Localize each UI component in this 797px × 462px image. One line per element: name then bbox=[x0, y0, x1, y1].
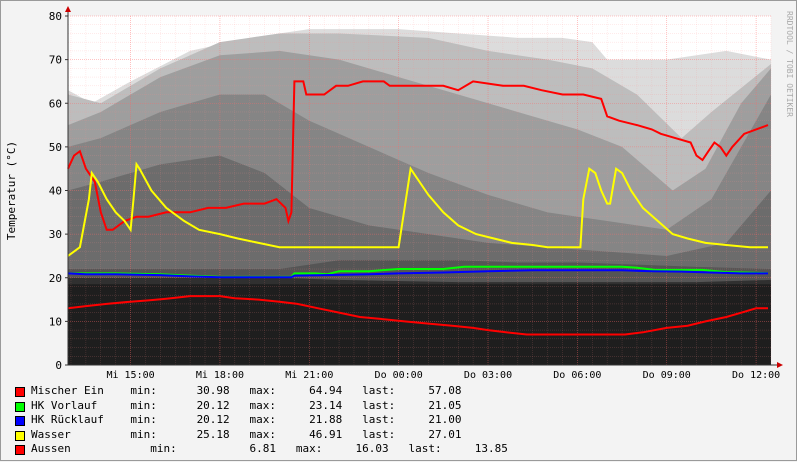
y-tick-label: 10 bbox=[49, 315, 62, 328]
x-tick-label: Do 06:00 bbox=[553, 370, 601, 381]
y-tick-label: 0 bbox=[55, 359, 62, 372]
legend-text: HK Rücklauf min: 20.12 max: 21.88 last: … bbox=[31, 413, 462, 426]
legend-text: Mischer Ein min: 30.98 max: 64.94 last: … bbox=[31, 384, 462, 397]
legend-swatch bbox=[15, 387, 25, 397]
y-tick-label: 40 bbox=[49, 185, 62, 198]
series-line-3 bbox=[67, 269, 768, 279]
x-tick-label: Do 09:00 bbox=[643, 370, 691, 381]
x-tick-label: Mi 21:00 bbox=[285, 370, 333, 381]
y-tick-label: 50 bbox=[49, 141, 62, 154]
x-tick-label: Do 03:00 bbox=[464, 370, 512, 381]
y-tick-label: 60 bbox=[49, 97, 62, 110]
x-tick-label: Do 00:00 bbox=[375, 370, 423, 381]
x-tick-label: Do 12:00 bbox=[732, 370, 780, 381]
legend-text: Aussen min: 6.81 max: 16.03 last: 13.85 bbox=[31, 442, 508, 455]
legend-swatch bbox=[15, 445, 25, 455]
series-line-1 bbox=[67, 80, 769, 231]
series-line-4 bbox=[67, 161, 768, 257]
y-tick-label: 70 bbox=[49, 54, 62, 67]
watermark: RRDTOOL / TOBI OETIKER bbox=[785, 11, 794, 117]
legend-text: HK Vorlauf min: 20.12 max: 23.14 last: 2… bbox=[31, 398, 462, 412]
x-tick-label: Mi 18:00 bbox=[196, 370, 244, 381]
y-axis-arrow bbox=[65, 6, 71, 12]
grid bbox=[68, 15, 772, 366]
legend-swatch bbox=[15, 430, 25, 441]
y-tick-label: 30 bbox=[49, 228, 62, 241]
x-tick-label: Mi 15:00 bbox=[106, 370, 154, 381]
legend-text: Wasser min: 25.18 max: 46.91 last: 27.01 bbox=[31, 427, 462, 441]
legend-swatch bbox=[15, 416, 25, 426]
series-line-5 bbox=[67, 295, 768, 336]
y-tick-label: 80 bbox=[49, 10, 62, 23]
legend-swatch bbox=[15, 401, 25, 412]
y-tick-label: 20 bbox=[49, 272, 62, 285]
background-band-8 bbox=[68, 284, 771, 365]
x-axis-arrow bbox=[777, 362, 783, 368]
y-axis-label: Temperatur (°C) bbox=[5, 141, 18, 240]
